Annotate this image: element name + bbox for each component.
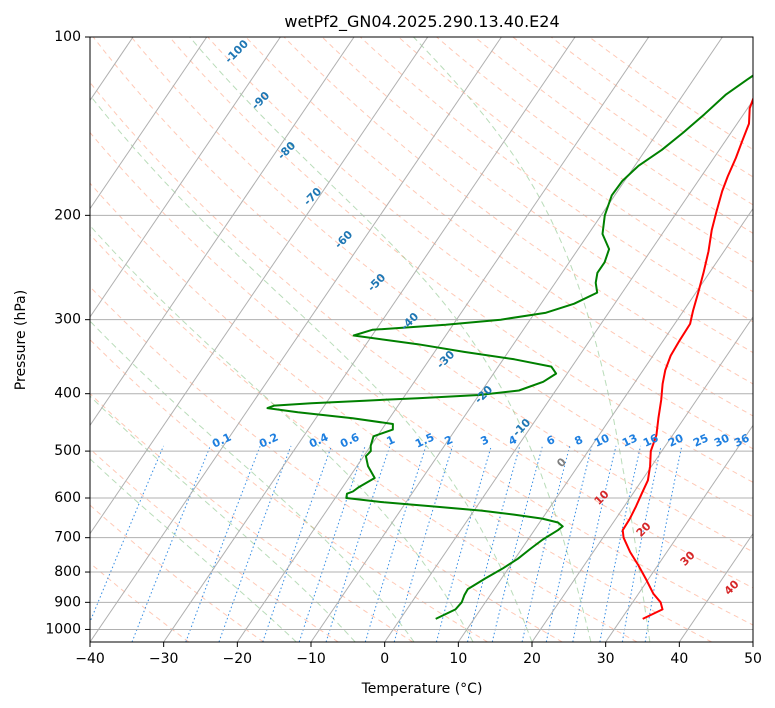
mixing-ratio-line [644,445,683,642]
dry-adiabat-line [398,37,753,293]
y-tick-label: 300 [54,312,81,328]
mixing-ratio-line [364,445,427,642]
mixing-ratio-label: 25 [691,431,710,449]
isotherm-line [236,37,650,642]
reference-lines [90,37,753,642]
chart-title: wetPf2_GN04.2025.290.13.40.E24 [284,12,559,32]
moist-adiabat-line [413,37,651,642]
mixing-ratio-line [298,445,366,642]
isotherm-line [384,99,753,642]
x-axis: −40 −30 −20 −10 0 10 20 30 40 50 [75,642,762,667]
moist-adiabat-line [189,37,592,642]
mixing-ratio-line [262,445,332,642]
y-tick-label: 800 [54,564,81,580]
isotherm-line [90,37,281,318]
y-tick-label: 600 [54,490,81,506]
mixing-ratio-line [491,445,543,642]
y-axis: 100 200 300 400 500 600 700 800 900 1000 [45,29,90,637]
isotherm-line [605,424,753,642]
mixing-ratio-line [435,445,492,642]
dry-adiabat-line [90,131,753,626]
x-tick-label: −10 [296,651,326,667]
mixing-ratio-line [467,445,521,642]
x-tick-label: 50 [744,651,762,667]
mixing-ratio-line [521,445,571,642]
isotherm-line [90,37,502,642]
dry-adiabat-line [131,37,753,518]
temperature-profile-line [621,96,753,620]
mixing-ratio-line [218,445,292,642]
mixing-ratio-label: 13 [620,431,639,449]
dry-adiabat-line [283,37,753,385]
mixing-ratio-label: 16 [641,431,661,449]
mixing-ratio-line [185,445,261,642]
x-tick-label: 10 [449,651,467,667]
y-tick-label: 900 [54,594,81,610]
mixing-ratio-line [599,445,642,642]
y-tick-label: 100 [54,29,81,45]
mixing-ratio-line [572,445,617,642]
isotherm-line [90,37,429,535]
dry-adiabat-line [90,81,753,589]
y-tick-label: 200 [54,207,81,223]
grid-lines [90,37,753,642]
plot-frame [89,36,754,643]
dry-adiabat-line [207,37,753,450]
x-tick-label: −40 [75,651,105,667]
moist-adiabat-line [90,458,297,642]
dry-adiabat-line [90,285,563,642]
x-tick-label: 20 [523,651,541,667]
isotherm-line [90,37,208,210]
mixing-ratio-label: 20 [666,431,686,449]
dry-adiabat-line [90,182,712,642]
y-tick-label: 500 [54,443,81,459]
y-tick-label: 400 [54,386,81,402]
dry-adiabat-line [90,233,638,642]
x-tick-label: −30 [149,651,179,667]
y-tick-label: 700 [54,530,81,546]
mixing-ratio-line [325,445,391,642]
isotherm-line [678,532,753,642]
dewpoint-profile-line [266,74,753,620]
dry-adiabat-line [321,37,753,354]
y-tick-label: 1000 [45,621,81,637]
mixing-ratio-label: 10 [592,431,612,449]
x-tick-label: 40 [670,651,688,667]
isotherm-line [457,207,753,642]
y-axis-title: Pressure (hPa) [13,290,29,390]
isotherm-line [163,37,576,642]
x-tick-label: −20 [223,651,253,667]
x-tick-label: 30 [597,651,615,667]
isotherm-line [90,37,355,427]
isotherm-line [531,316,753,642]
mixing-ratio-label: 36 [732,431,752,449]
isotherm-line [310,37,723,642]
mixing-ratio-label: 30 [712,431,732,449]
mixing-ratio-line [545,445,593,642]
x-tick-label: 0 [380,651,389,667]
x-axis-title: Temperature (°C) [361,681,483,697]
moist-adiabat-line [90,94,533,642]
profile-lines [266,74,753,620]
